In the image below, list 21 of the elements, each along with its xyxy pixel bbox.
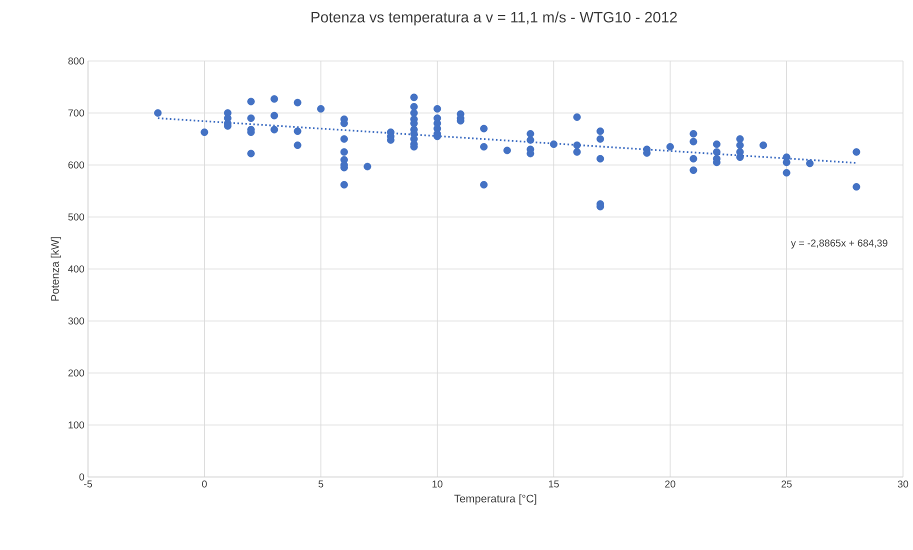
x-tick-label: 15 [548, 480, 559, 488]
y-tick-label: 400 [68, 265, 84, 273]
y-tick-label: 200 [68, 369, 84, 377]
x-axis-title: Temperatura [°C] [454, 494, 536, 505]
y-tick-label: 700 [68, 109, 84, 117]
y-tick-label: 0 [79, 473, 84, 481]
y-tick-label: 800 [68, 57, 84, 65]
x-tick-label: 25 [782, 480, 792, 488]
y-tick-label: 100 [68, 421, 84, 429]
chart-title: Potenza vs temperatura a v = 11,1 m/s - WTG10 - 2012 [312, 12, 677, 26]
x-tick-label: 10 [432, 480, 442, 488]
x-tick-label: 30 [898, 480, 908, 488]
y-tick-label: 600 [68, 161, 84, 169]
x-tick-label: -5 [84, 480, 92, 488]
y-axis-title: Potenza [kW] [50, 237, 62, 301]
x-tick-label: 0 [202, 480, 207, 488]
x-tick-label: 5 [318, 480, 324, 488]
annotation: y = -2,8865x + 684,39 [790, 240, 888, 249]
y-tick-label: 500 [68, 213, 84, 221]
y-tick-label: 300 [68, 317, 84, 325]
x-tick-label: 20 [665, 480, 676, 488]
